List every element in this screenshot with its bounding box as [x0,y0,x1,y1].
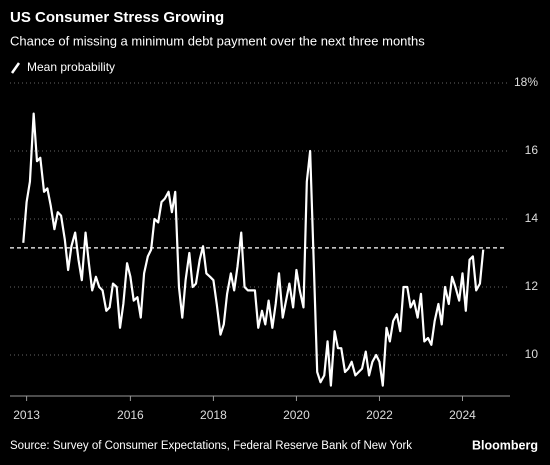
legend-swatch [10,62,21,74]
x-tick-label: 2020 [283,408,310,422]
x-tick-label: 2024 [449,408,476,422]
chart-title: US Consumer Stress Growing [10,9,224,26]
y-tick-label: 10 [525,347,539,361]
data-line [22,112,485,387]
y-tick-label: 12 [525,279,539,293]
x-tick-label: 2016 [117,408,144,422]
x-tick-label: 2013 [13,408,40,422]
source: Source: Survey of Consumer Expectations,… [10,440,412,452]
x-tick-label: 2022 [366,408,393,422]
brand: Bloomberg [472,438,538,452]
legend-label: Mean probability [27,60,115,74]
y-tick-label: 14 [525,211,539,225]
y-tick-label: 18% [514,75,538,89]
y-tick-label: 16 [525,143,539,157]
x-tick-label: 2018 [200,408,227,422]
chart-subtitle: Chance of missing a minimum debt payment… [10,33,425,48]
